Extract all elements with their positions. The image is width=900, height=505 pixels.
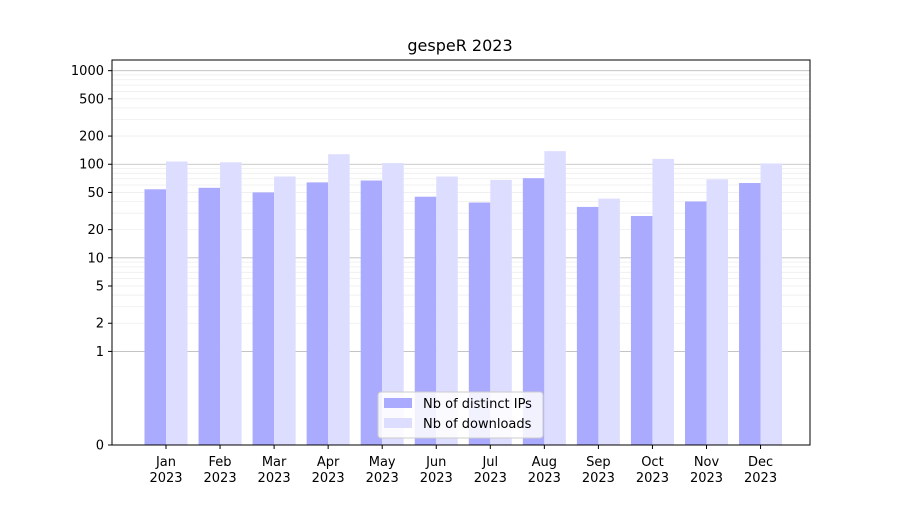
- y-axis: 0 1 2 5 10 20 50 100 200 500 1000: [71, 64, 112, 454]
- bar-distinct-ips: [468, 202, 491, 445]
- x-tick-label-year: 2023: [204, 471, 237, 486]
- legend: Nb of distinct IPs Nb of downloads: [377, 391, 544, 439]
- x-tick-label-year: 2023: [636, 471, 669, 486]
- x-tick-label-year: 2023: [582, 471, 615, 486]
- bar-distinct-ips: [144, 189, 166, 445]
- bar-distinct-ips: [739, 183, 761, 446]
- y-tick-label: 5: [96, 280, 104, 295]
- x-tick-label-year: 2023: [420, 471, 453, 486]
- x-tick-label-year: 2023: [149, 471, 182, 486]
- y-tick-label: 1000: [71, 64, 104, 79]
- bar-downloads: [436, 176, 458, 446]
- bar-downloads: [706, 179, 728, 445]
- bar-distinct-ips: [252, 192, 275, 445]
- bars: [144, 151, 783, 446]
- x-axis: Jan2023Feb2023Mar2023Apr2023May2023Jun20…: [149, 445, 777, 486]
- x-tick-label-month: Jan: [155, 455, 176, 470]
- bar-downloads: [274, 176, 296, 446]
- x-tick-label-month: Jun: [425, 455, 446, 470]
- x-tick-label-month: Nov: [694, 455, 720, 470]
- bar-downloads: [328, 154, 350, 446]
- y-tick-label: 500: [79, 92, 104, 107]
- bar-downloads: [166, 161, 188, 445]
- x-tick-label-month: Aug: [532, 455, 557, 470]
- bar-distinct-ips: [576, 206, 599, 445]
- chart-title: gespeR 2023: [407, 36, 512, 55]
- x-tick-label-year: 2023: [366, 471, 399, 486]
- bar-downloads: [760, 163, 783, 445]
- bar-distinct-ips: [685, 201, 707, 445]
- bar-distinct-ips: [306, 182, 329, 445]
- bar-downloads: [652, 158, 674, 446]
- y-tick-label: 200: [79, 130, 104, 145]
- y-tick-label: 20: [87, 223, 104, 238]
- x-tick-label-month: Sep: [586, 455, 611, 470]
- x-tick-label-month: Mar: [262, 455, 287, 470]
- legend-label: Nb of downloads: [423, 417, 532, 432]
- x-tick-label-year: 2023: [258, 471, 291, 486]
- bar-downloads: [544, 151, 566, 446]
- x-tick-label-month: Feb: [209, 455, 232, 470]
- x-tick-label-month: Dec: [748, 455, 773, 470]
- x-tick-label-year: 2023: [312, 471, 345, 486]
- y-tick-label: 10: [87, 251, 104, 266]
- legend-swatch: [384, 398, 412, 408]
- x-tick-label-year: 2023: [474, 471, 507, 486]
- x-tick-label-year: 2023: [690, 471, 723, 486]
- x-tick-label-month: Apr: [317, 455, 340, 470]
- y-tick-label: 0: [96, 439, 104, 454]
- legend-label: Nb of distinct IPs: [423, 397, 532, 412]
- bar-distinct-ips: [522, 178, 545, 445]
- y-tick-label: 2: [96, 317, 104, 332]
- bar-distinct-ips: [198, 187, 221, 445]
- bar-downloads: [598, 198, 620, 445]
- y-tick-label: 1: [96, 345, 104, 360]
- legend-swatch: [384, 418, 412, 428]
- x-tick-label-month: Jul: [481, 455, 498, 470]
- x-tick-label-year: 2023: [744, 471, 777, 486]
- x-tick-label-month: Oct: [641, 455, 663, 470]
- x-tick-label-month: May: [369, 455, 396, 470]
- bar-downloads: [382, 163, 404, 445]
- bar-distinct-ips: [630, 215, 653, 445]
- bar-distinct-ips: [360, 180, 383, 446]
- bar-downloads: [220, 162, 242, 446]
- bar-downloads: [490, 179, 512, 445]
- bar-distinct-ips: [414, 196, 437, 445]
- legend-box: [377, 391, 544, 439]
- y-tick-label: 50: [87, 186, 104, 201]
- y-tick-label: 100: [79, 158, 104, 173]
- plot-frame: [111, 59, 811, 446]
- x-tick-label-year: 2023: [528, 471, 561, 486]
